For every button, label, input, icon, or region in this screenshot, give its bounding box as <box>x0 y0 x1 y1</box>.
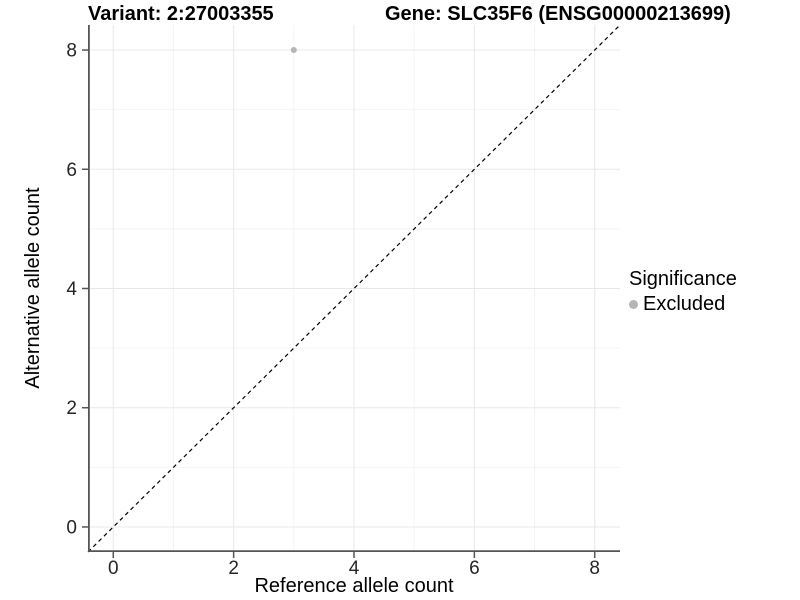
legend: Significance Excluded <box>629 268 737 316</box>
y-tick-label: 6 <box>66 160 77 181</box>
y-tick-label: 0 <box>66 517 77 538</box>
data-point <box>290 47 297 54</box>
x-tick-label: 4 <box>349 558 360 579</box>
x-tick-label: 8 <box>589 558 600 579</box>
x-tick-label: 6 <box>469 558 480 579</box>
legend-item-excluded: Excluded <box>629 293 737 316</box>
gene-title: Gene: SLC35F6 (ENSG00000213699) <box>385 3 731 25</box>
plot-panel: 0 2 4 6 8 0 2 4 6 8 <box>66 24 621 579</box>
y-axis-title: Alternative allele count <box>22 187 44 389</box>
x-tick-label: 2 <box>228 558 239 579</box>
y-tick-label: 2 <box>66 398 77 419</box>
legend-title: Significance <box>629 268 737 290</box>
plot-canvas: 0 2 4 6 8 0 2 4 6 8 <box>66 24 621 579</box>
variant-title: Variant: 2:27003355 <box>88 3 274 25</box>
y-tick-label: 4 <box>66 279 77 300</box>
y-tick-label: 8 <box>66 41 77 62</box>
excluded-point-icon <box>629 300 638 309</box>
legend-item-label: Excluded <box>643 293 726 315</box>
x-axis-title: Reference allele count <box>254 575 454 597</box>
identity-line <box>87 24 621 553</box>
x-tick-label: 0 <box>108 558 119 579</box>
